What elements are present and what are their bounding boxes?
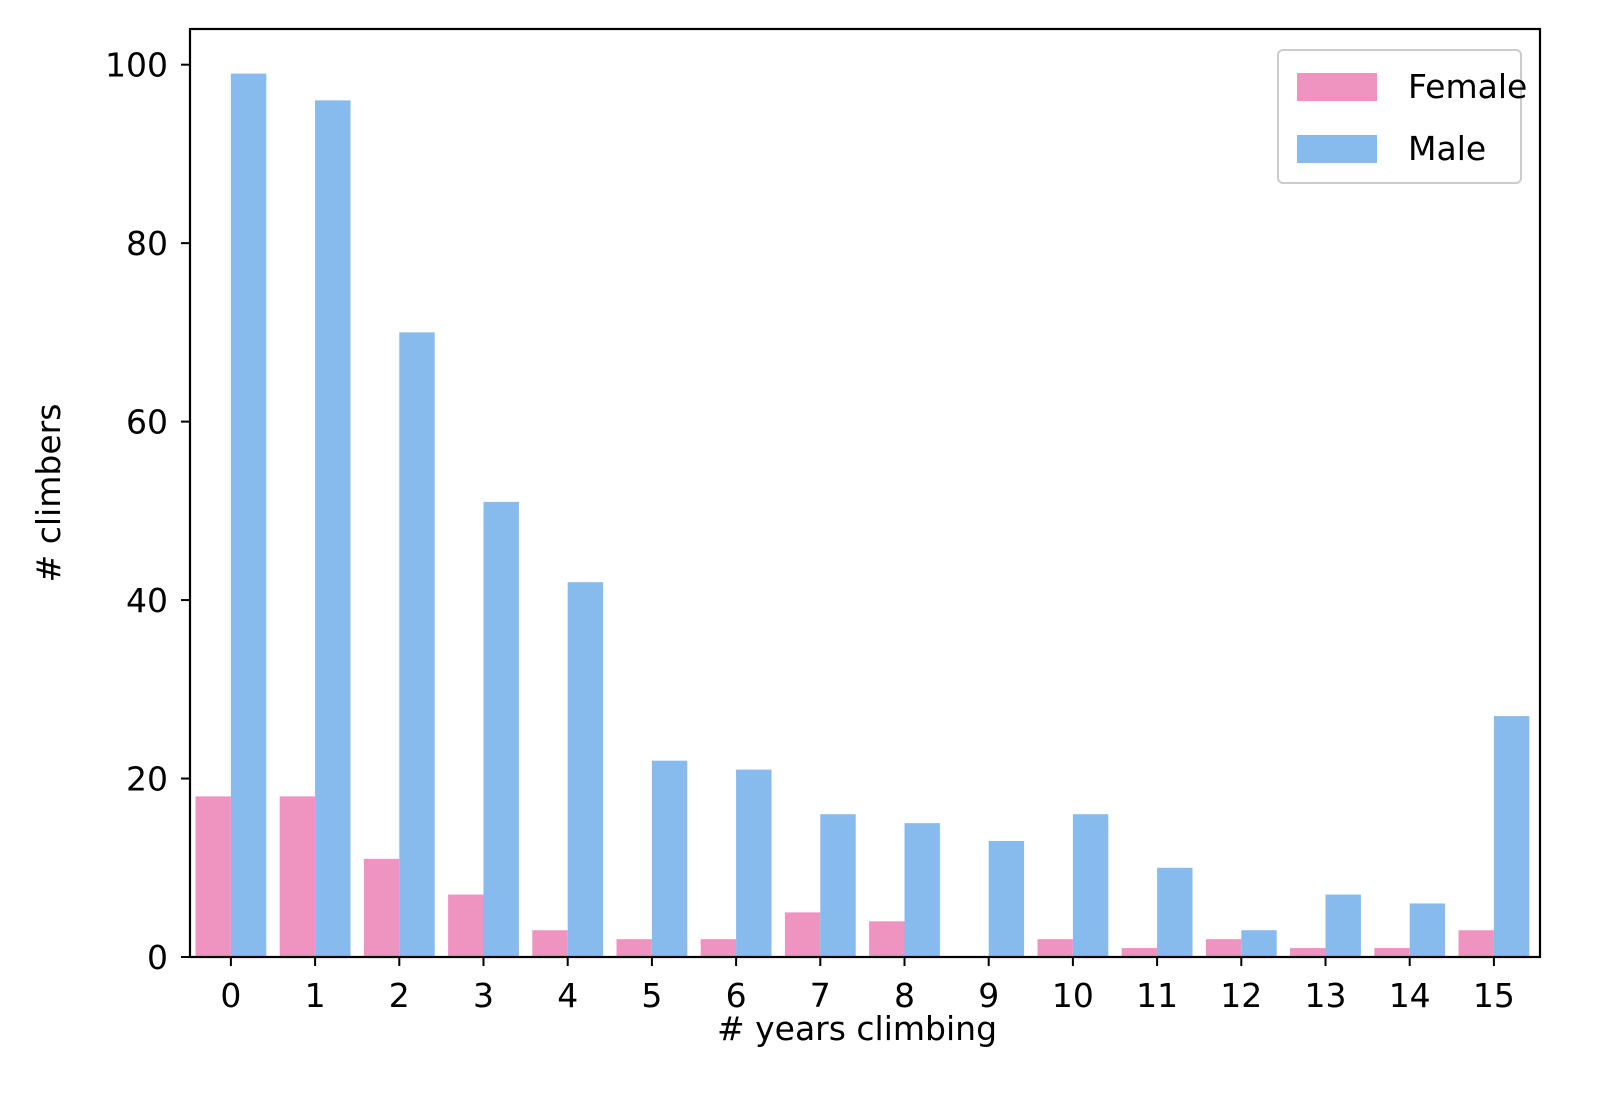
bar-female-3 — [448, 894, 484, 957]
plot-frame — [188, 27, 1542, 959]
bar-male-11 — [1157, 867, 1193, 957]
x-tick-label: 14 — [1389, 976, 1431, 1015]
bar-female-4 — [532, 930, 568, 957]
bar-female-13 — [1290, 948, 1326, 957]
legend-swatch-male — [1297, 135, 1377, 163]
legend-label-male: Male — [1408, 129, 1486, 168]
x-tick-label: 11 — [1136, 976, 1178, 1015]
bar-female-7 — [784, 912, 821, 957]
x-axis-label: # years climbing — [717, 1009, 997, 1048]
bar-female-2 — [363, 858, 400, 957]
bar-male-1 — [315, 100, 351, 957]
bar-male-8 — [904, 823, 940, 957]
y-tick-label: 60 — [126, 403, 168, 442]
x-tick-label: 4 — [557, 976, 578, 1015]
bar-male-6 — [736, 769, 772, 957]
x-tick-label: 12 — [1220, 976, 1262, 1015]
x-tick-label: 9 — [978, 976, 999, 1015]
x-tick-label: 15 — [1473, 976, 1515, 1015]
bar-female-14 — [1374, 948, 1410, 957]
bar-female-15 — [1458, 930, 1494, 957]
bar-female-12 — [1205, 939, 1242, 957]
bar-male-2 — [399, 332, 435, 957]
bar-female-5 — [616, 939, 652, 957]
bar-male-10 — [1072, 814, 1109, 957]
bar-female-10 — [1037, 939, 1073, 957]
bar-male-9 — [988, 841, 1025, 957]
x-tick-label: 2 — [389, 976, 410, 1015]
x-tick-label: 1 — [305, 976, 326, 1015]
y-tick-label: 40 — [126, 581, 168, 620]
bar-female-1 — [279, 796, 316, 957]
y-tick-label: 20 — [126, 760, 168, 799]
bar-male-5 — [651, 760, 688, 957]
legend-label-female: Female — [1408, 67, 1527, 106]
x-tick-label: 5 — [641, 976, 662, 1015]
bar-male-13 — [1325, 894, 1361, 957]
x-tick-label: 3 — [473, 976, 494, 1015]
legend-swatch-female — [1297, 73, 1377, 101]
bar-male-0 — [230, 73, 267, 958]
bar-male-3 — [483, 501, 519, 957]
bar-male-12 — [1241, 930, 1277, 957]
y-axis-label: # climbers — [29, 404, 68, 583]
bar-male-7 — [820, 814, 856, 957]
x-tick-label: 10 — [1052, 976, 1094, 1015]
legend: Female Male — [1277, 49, 1527, 184]
bar-female-0 — [195, 796, 231, 957]
x-tick-label: 7 — [810, 976, 831, 1015]
bar-male-14 — [1409, 903, 1446, 957]
x-tick-label: 0 — [220, 976, 241, 1015]
x-tick-label: 8 — [894, 976, 915, 1015]
y-tick-label: 80 — [126, 224, 168, 263]
x-tick-label: 13 — [1305, 976, 1347, 1015]
x-tick-label: 6 — [726, 976, 747, 1015]
bar-male-15 — [1493, 716, 1530, 957]
bar-female-6 — [700, 939, 737, 957]
y-tick-label: 100 — [105, 46, 168, 85]
bar-female-11 — [1121, 948, 1158, 957]
bars-layer — [195, 73, 1530, 958]
bar-male-4 — [567, 582, 604, 957]
bar-female-8 — [869, 921, 905, 957]
y-tick-label: 0 — [147, 938, 168, 977]
